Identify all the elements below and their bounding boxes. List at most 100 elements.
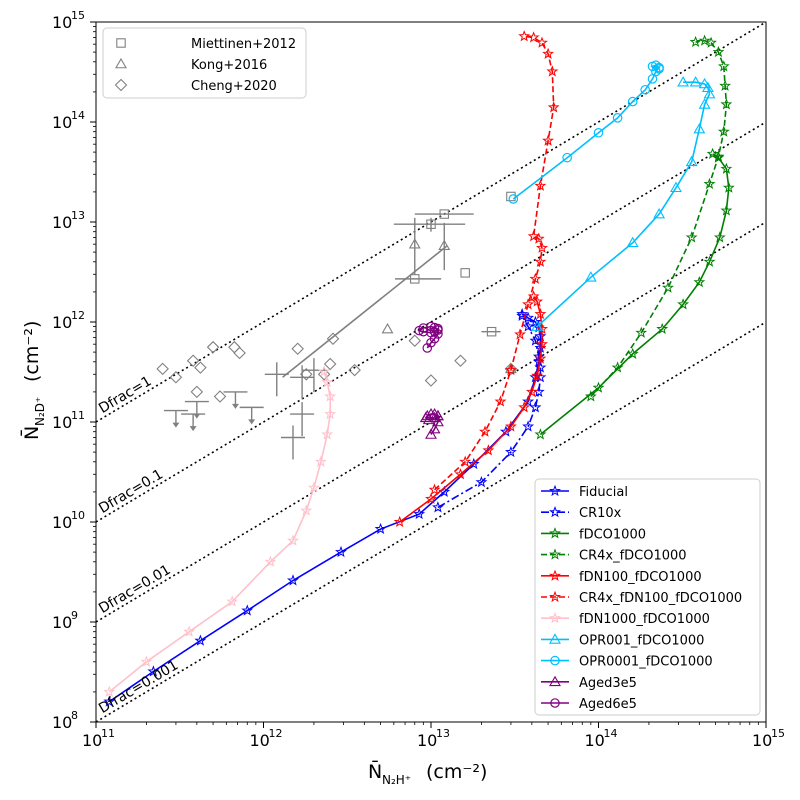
series-line-fDCO1000 xyxy=(539,153,730,436)
x-tick-exp-2: 13 xyxy=(436,727,450,740)
obs-point-Cheng+2020 xyxy=(424,374,438,387)
series-point-Aged3e5 xyxy=(425,428,437,439)
series-line-CR10x xyxy=(437,315,542,509)
y-tick-label-2: 10 xyxy=(52,513,72,532)
series-point-Fiducial xyxy=(467,457,480,470)
x-tick-label-3: 10 xyxy=(585,731,605,750)
series-point-fDCO1000 xyxy=(677,298,690,310)
series-point-fDN100_fDCO1000 xyxy=(536,322,548,335)
series-line-CR4x_fDN100_fDCO1000 xyxy=(433,35,555,491)
obs-point-Cheng+2020 xyxy=(190,385,204,399)
obs-point-Cheng+2020 xyxy=(194,361,207,374)
obs-upper-limit-arrow xyxy=(193,413,201,419)
series-point-CR4x_fDN100_fDCO1000 xyxy=(527,230,540,242)
series-point-Aged6e5 xyxy=(433,323,443,334)
legend-observations: Miettinen+2012 Kong+2016 Cheng+2020 xyxy=(102,27,307,99)
series-point-CR4x_fDN100_fDCO1000 xyxy=(459,455,472,467)
x-tick-label-2: 10 xyxy=(417,731,437,750)
x-tick-label-1: 10 xyxy=(250,731,270,750)
series-point-CR10x xyxy=(529,334,542,346)
series-point-OPR001_fDCO1000 xyxy=(689,76,702,87)
series-point-fDN1000_fDCO1000 xyxy=(321,428,334,440)
legend-model-marker-1 xyxy=(548,505,562,518)
series-CR10x xyxy=(432,309,547,513)
obs-point-Cheng+2020 xyxy=(348,363,361,377)
legend-model-marker-0 xyxy=(548,484,562,497)
series-point-CR4x_fDN100_fDCO1000 xyxy=(428,483,441,495)
obs-point-Kong+2016 xyxy=(438,239,451,250)
series-point-CR4x_fDN100_fDCO1000 xyxy=(522,298,535,310)
series-point-fDN100_fDCO1000 xyxy=(534,307,547,320)
dfrac-label-2: Dfrac=0.01 xyxy=(96,562,173,617)
series-point-CR4x_fDN100_fDCO1000 xyxy=(505,363,517,376)
series-point-OPR001_fDCO1000 xyxy=(531,320,544,331)
legend-obs-label-1: Kong+2016 xyxy=(191,58,267,73)
y-tick-label-6: 10 xyxy=(52,113,72,132)
series-point-fDN1000_fDCO1000 xyxy=(183,625,196,637)
obs-point-Miettinen+2012 xyxy=(460,268,470,278)
series-point-CR4x_fDCO1000 xyxy=(662,281,674,293)
series-point-OPR0001_fDCO1000 xyxy=(640,84,650,95)
series-point-CR10x xyxy=(432,501,444,513)
series-point-CR4x_fDCO1000 xyxy=(703,177,716,190)
series-point-OPR001_fDCO1000 xyxy=(701,81,714,93)
obs-point-Cheng+2020 xyxy=(228,340,241,354)
series-point-fDN100_fDCO1000 xyxy=(531,369,544,381)
series-point-fDN100_fDCO1000 xyxy=(525,385,538,397)
series-point-fDN1000_fDCO1000 xyxy=(226,595,239,607)
series-point-fDCO1000 xyxy=(626,347,639,359)
obs-point-Miettinen+2012 xyxy=(506,191,516,202)
series-point-CR4x_fDCO1000 xyxy=(635,326,648,338)
x-tick-label-0: 10 xyxy=(82,731,102,750)
series-point-Fiducial xyxy=(103,695,116,707)
series-point-CR4x_fDCO1000 xyxy=(712,45,725,58)
obs-point-Cheng+2020 xyxy=(169,371,183,384)
legend-model-marker-8 xyxy=(550,655,560,666)
series-point-fDN100_fDCO1000 xyxy=(454,468,467,480)
y-tick-label-4: 10 xyxy=(52,313,72,332)
dfrac-label-1: Dfrac=0.1 xyxy=(96,466,166,516)
legend-model-label-9: Aged3e5 xyxy=(579,676,637,691)
obs-point-Cheng+2020 xyxy=(317,368,331,381)
trend-line-Kong-connect xyxy=(282,245,448,378)
series-point-OPR001_fDCO1000 xyxy=(685,155,698,167)
x-tick-exp-0: 11 xyxy=(101,727,115,740)
series-point-CR4x_fDCO1000 xyxy=(717,60,730,72)
series-point-fDN100_fDCO1000 xyxy=(505,420,517,432)
legend-model-marker-6 xyxy=(548,611,562,624)
series-point-CR10x xyxy=(522,320,535,332)
series-point-Aged3e5 xyxy=(431,409,444,421)
obs-point-Cheng+2020 xyxy=(326,332,340,346)
y-tick-exp-7: 15 xyxy=(71,9,85,22)
series-point-OPR0001_fDCO1000 xyxy=(612,113,623,123)
series-point-fDN100_fDCO1000 xyxy=(518,401,531,413)
series-point-CR4x_fDCO1000 xyxy=(611,361,624,373)
series-point-CR4x_fDCO1000 xyxy=(719,79,732,91)
obs-point-Miettinen+2012 xyxy=(486,326,497,337)
series-point-CR4x_fDN100_fDCO1000 xyxy=(529,272,542,284)
series-point-fDCO1000 xyxy=(722,181,735,193)
series-point-OPR001_fDCO1000 xyxy=(698,77,711,89)
obs-point-Cheng+2020 xyxy=(186,354,200,367)
y-tick-exp-2: 10 xyxy=(71,509,85,522)
series-point-Fiducial xyxy=(335,545,347,558)
series-point-fDCO1000 xyxy=(693,275,706,288)
series-point-Fiducial xyxy=(147,665,160,677)
legend-models: Fiducial CR10x fDCO1000 CR4x_fDCO1000 fDN100… xyxy=(534,478,761,716)
series-point-OPR001_fDCO1000 xyxy=(698,98,711,109)
series-point-fDCO1000 xyxy=(656,322,669,335)
y-tick-label-0: 10 xyxy=(52,713,72,732)
series-point-CR4x_fDN100_fDCO1000 xyxy=(534,255,547,267)
series-point-Fiducial xyxy=(534,330,547,342)
series-point-Fiducial xyxy=(241,604,254,616)
series-line-OPR001_fDCO1000 xyxy=(536,81,711,328)
series-point-CR10x xyxy=(475,475,488,488)
series-point-CR4x_fDCO1000 xyxy=(705,36,717,48)
legend-model-label-4: fDN100_fDCO1000 xyxy=(579,570,702,585)
series-point-CR10x xyxy=(534,361,547,373)
series-point-OPR0001_fDCO1000 xyxy=(562,152,572,163)
obs-group-Cheng+2020-errorbars xyxy=(163,358,326,460)
series-point-fDN1000_fDCO1000 xyxy=(318,365,331,377)
series-point-OPR0001_fDCO1000 xyxy=(508,194,519,204)
